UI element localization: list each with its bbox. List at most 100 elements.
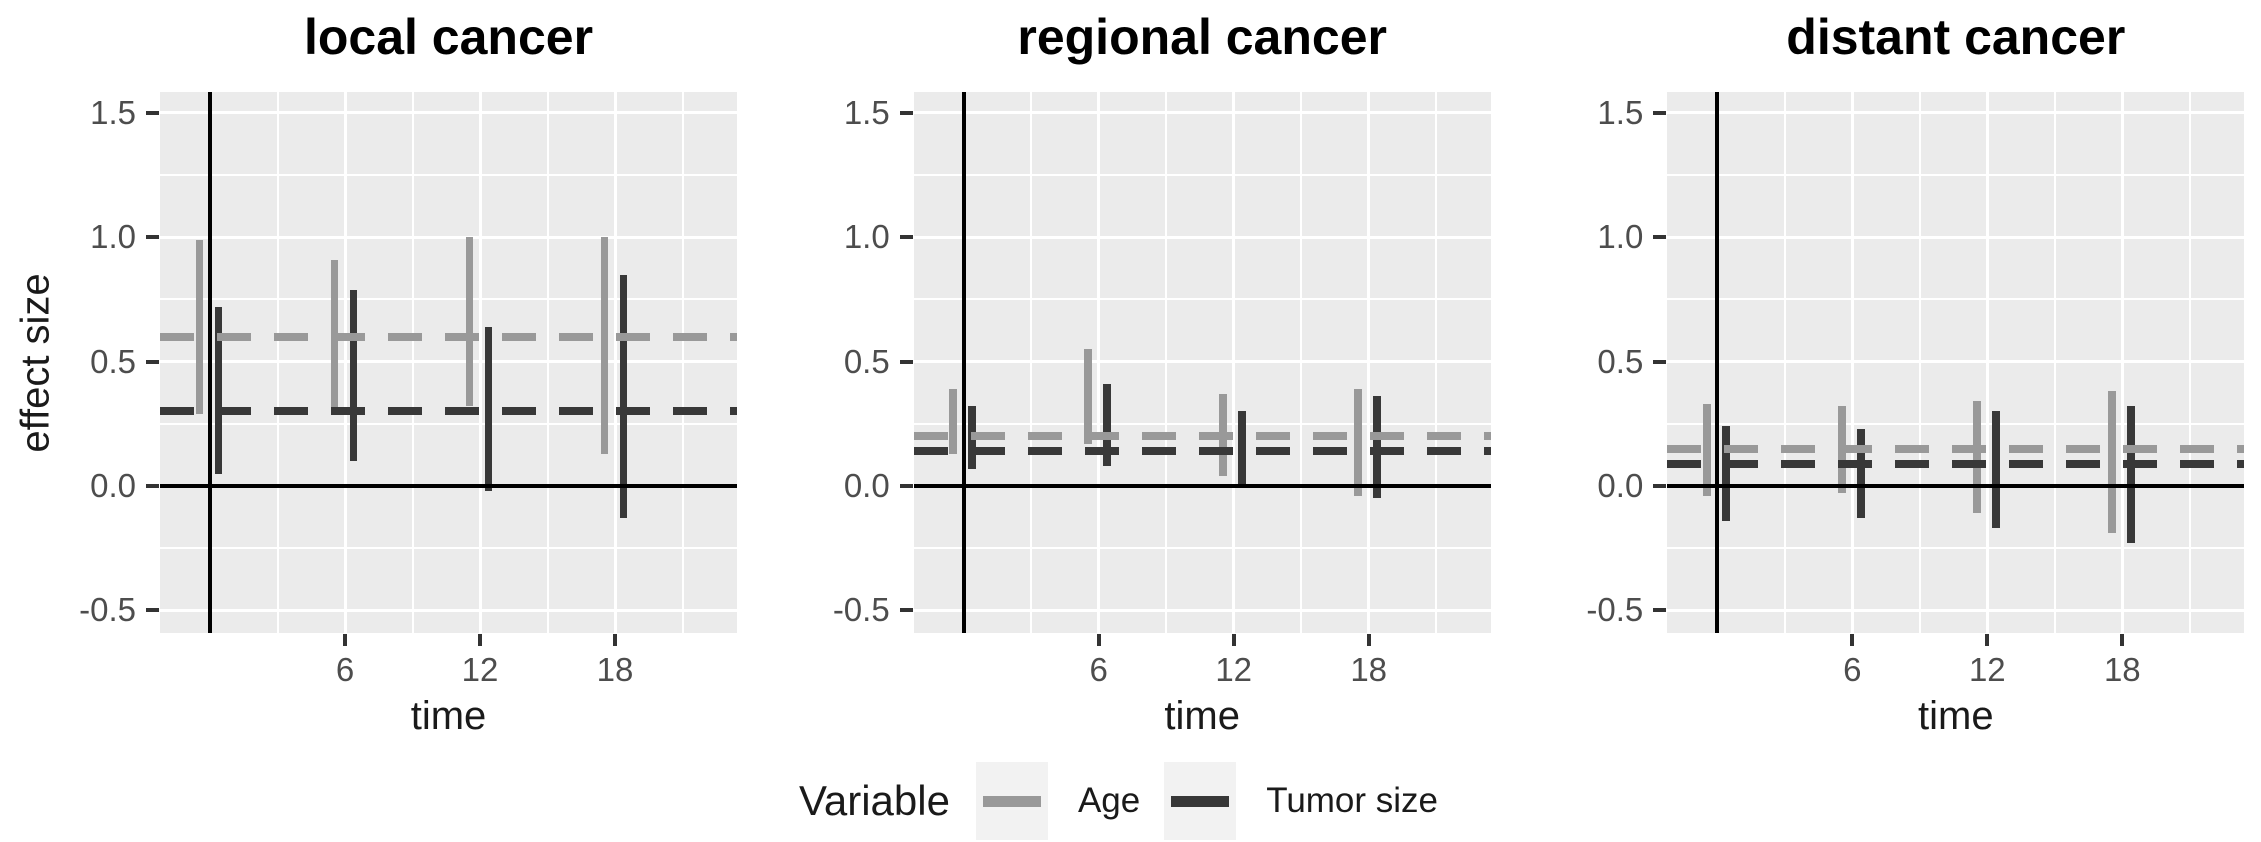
x-tick-mark — [1850, 634, 1855, 646]
y-tick-mark — [1653, 484, 1667, 488]
interval-bar-age — [1084, 349, 1092, 444]
x-axis-title-regional-cancer: time — [1164, 694, 1240, 738]
interval-bar-age — [465, 237, 474, 407]
legend-label-tumor-size: Tumor size — [1266, 781, 1439, 820]
major-gridline-x — [1232, 92, 1236, 633]
minor-gridline-y — [160, 298, 737, 301]
major-gridline-x — [613, 92, 617, 633]
x-tick-mark — [478, 634, 482, 646]
y-tick-mark — [899, 359, 913, 364]
interval-bar-age — [1973, 401, 1981, 514]
baseline-vline — [1715, 92, 1720, 633]
major-gridline-y — [1667, 608, 2245, 612]
tumor-size-line-swatch — [1171, 795, 1230, 807]
minor-gridline-y — [913, 174, 1491, 177]
y-tick-mark — [1653, 608, 1667, 613]
major-gridline-y — [160, 360, 737, 364]
x-tick-mark — [1366, 634, 1371, 646]
major-gridline-x — [343, 92, 347, 633]
major-gridline-x — [1850, 92, 1854, 633]
interval-bar-age — [600, 237, 609, 454]
x-tick-label: 18 — [596, 651, 634, 688]
y-tick-label: 0.5 — [1597, 342, 1644, 380]
y-tick-mark — [146, 110, 159, 115]
panel-title-local-cancer: local cancer — [303, 9, 594, 65]
interval-bar-tumor-size — [619, 274, 628, 519]
interval-bar-tumor-size — [2127, 406, 2135, 544]
y-tick-label: 0.0 — [90, 467, 136, 504]
interval-bar-tumor-size — [1103, 384, 1111, 467]
y-tick-mark — [1653, 110, 1667, 115]
y-axis-title: effect size — [13, 272, 58, 453]
major-gridline-y — [160, 111, 737, 115]
minor-gridline-y — [913, 422, 1491, 425]
major-gridline-y — [160, 608, 737, 612]
y-tick-mark — [899, 608, 913, 613]
y-tick-label: 0.0 — [843, 467, 890, 504]
y-tick-label: 1.0 — [1597, 218, 1644, 256]
plot-area-distant-cancer — [1667, 92, 2245, 633]
legend-label-age: Age — [1077, 781, 1141, 820]
major-gridline-y — [913, 608, 1491, 612]
y-tick-mark — [146, 359, 159, 364]
x-axis-title-local-cancer: time — [410, 694, 487, 738]
y-tick-label: 1.5 — [90, 93, 136, 131]
major-gridline-y — [1667, 360, 2245, 364]
minor-gridline-y — [160, 547, 737, 550]
minor-gridline-y — [913, 547, 1491, 550]
y-tick-label: 1.0 — [90, 218, 136, 256]
y-tick-label: 0.5 — [90, 342, 136, 380]
y-tick-label: 0.0 — [1597, 467, 1644, 504]
x-tick-mark — [613, 634, 617, 646]
minor-gridline-y — [913, 298, 1491, 301]
major-gridline-x — [1367, 92, 1371, 633]
y-tick-mark — [1653, 359, 1667, 364]
major-gridline-x — [1985, 92, 1989, 633]
y-tick-mark — [899, 110, 913, 115]
y-tick-mark — [899, 235, 913, 240]
interval-bar-tumor-size — [1857, 428, 1865, 519]
minor-gridline-y — [160, 174, 737, 177]
zero-reference-line — [1667, 484, 2245, 488]
major-gridline-x — [478, 92, 482, 633]
x-tick-mark — [1096, 634, 1101, 646]
baseline-vline — [961, 92, 966, 633]
y-tick-label: 0.5 — [843, 342, 890, 380]
y-tick-mark — [146, 484, 159, 488]
dashed-mean-line-age — [160, 332, 737, 341]
major-gridline-y — [913, 235, 1491, 239]
zero-reference-line — [913, 484, 1491, 488]
dashed-mean-line-tumor-size — [160, 407, 737, 416]
major-gridline-y — [913, 360, 1491, 364]
legend-key-tumor-size — [1164, 762, 1237, 840]
y-tick-mark — [899, 484, 913, 488]
panel-title-distant-cancer: distant cancer — [1786, 9, 2126, 65]
interval-bar-age — [1354, 389, 1362, 496]
minor-gridline-y — [1667, 174, 2245, 177]
minor-gridline-y — [160, 422, 737, 425]
dashed-mean-line-tumor-size — [1667, 459, 2245, 468]
x-tick-label: 12 — [1215, 651, 1253, 688]
legend-title: Variable — [798, 777, 950, 824]
x-tick-mark — [1231, 634, 1236, 646]
minor-gridline-y — [1667, 422, 2245, 425]
interval-bar-tumor-size — [349, 289, 358, 462]
major-gridline-y — [1667, 111, 2245, 115]
x-tick-mark — [343, 634, 347, 646]
major-gridline-x — [1097, 92, 1101, 633]
panel-title-regional-cancer: regional cancer — [1017, 9, 1387, 65]
dashed-mean-line-age — [913, 432, 1491, 441]
legend: Variable Age Tumor size — [0, 760, 2261, 842]
x-tick-mark — [1985, 634, 1990, 646]
plot-area-local-cancer — [160, 92, 737, 633]
y-tick-mark — [1653, 235, 1667, 240]
major-gridline-y — [1667, 235, 2245, 239]
x-tick-label: 18 — [2103, 651, 2141, 688]
y-tick-mark — [146, 235, 159, 240]
x-tick-label: 12 — [461, 651, 499, 688]
minor-gridline-y — [1667, 298, 2245, 301]
zero-reference-line — [160, 484, 737, 488]
x-tick-mark — [2120, 634, 2125, 646]
y-tick-label: 1.5 — [1597, 93, 1644, 131]
x-axis-title-distant-cancer: time — [1918, 694, 1994, 738]
